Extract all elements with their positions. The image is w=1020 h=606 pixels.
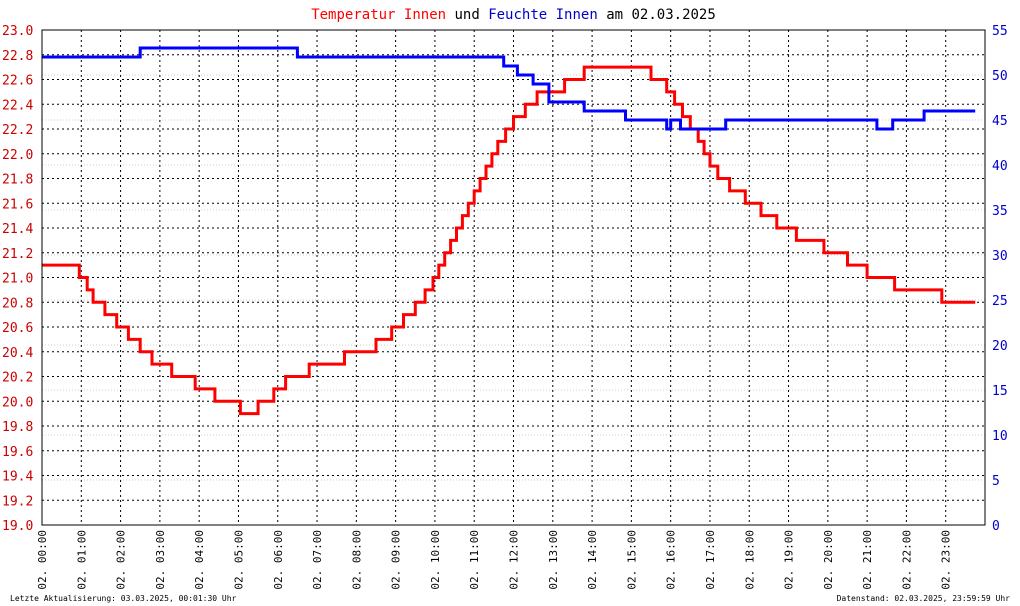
y-right-tick-label: 50: [992, 69, 1008, 84]
x-tick-label: 02. 01:00: [75, 530, 88, 590]
x-tick-label: 02. 16:00: [665, 530, 678, 590]
y-right-tick-label: 45: [992, 114, 1008, 129]
x-tick-label: 02. 23:00: [940, 530, 953, 590]
x-tick-label: 02. 17:00: [704, 530, 717, 590]
y-left-tick-label: 21.4: [2, 222, 33, 237]
y-right-tick-label: 40: [992, 159, 1008, 174]
y-left-tick-label: 20.4: [2, 346, 33, 361]
x-tick-label: 02. 06:00: [272, 530, 285, 590]
y-left-tick-label: 19.2: [2, 494, 33, 509]
y-right-tick-label: 30: [992, 249, 1008, 264]
x-tick-label: 02. 13:00: [547, 530, 560, 590]
y-left-tick-label: 21.0: [2, 272, 33, 287]
x-tick-label: 02. 22:00: [900, 530, 913, 590]
y-left-tick-label: 22.6: [2, 74, 33, 89]
footer-last-update: Letzte Aktualisierung: 03.03.2025, 00:01…: [10, 594, 237, 603]
y-left-tick-label: 20.8: [2, 296, 33, 311]
y-right-tick-label: 15: [992, 384, 1008, 399]
y-right-tick-label: 5: [992, 474, 1000, 489]
x-tick-label: 02. 20:00: [822, 530, 835, 590]
y-right-tick-label: 25: [992, 294, 1008, 309]
x-tick-label: 02. 09:00: [390, 530, 403, 590]
y-left-tick-label: 22.0: [2, 148, 33, 163]
y-right-tick-label: 10: [992, 429, 1008, 444]
series-line-temperature: [42, 65, 976, 416]
y-left-tick-label: 23.0: [2, 24, 33, 39]
y-right-tick-label: 0: [992, 519, 1000, 534]
footer-data-status: Datenstand: 02.03.2025, 23:59:59 Uhr: [837, 594, 1011, 603]
y-left-tick-label: 20.2: [2, 371, 33, 386]
chart-title-part: und: [446, 7, 488, 23]
x-tick-label: 02. 12:00: [508, 530, 521, 590]
x-tick-label: 02. 15:00: [625, 530, 638, 590]
x-tick-label: 02. 11:00: [468, 530, 481, 590]
y-right-tick-label: 20: [992, 339, 1008, 354]
x-tick-label: 02. 21:00: [861, 530, 874, 590]
chart-title-part: Feuchte Innen: [488, 7, 598, 23]
series-layer: [42, 46, 976, 416]
y-axis-right: 0 5 10 15 20 25 30 35 40 45 50 55: [992, 24, 1008, 534]
y-left-tick-label: 19.6: [2, 445, 33, 460]
y-left-tick-label: 21.2: [2, 247, 33, 262]
y-right-tick-label: 55: [992, 24, 1008, 39]
x-tick-label: 02. 03:00: [154, 530, 167, 590]
chart-title: Temperatur Innen und Feuchte Innen am 02…: [311, 7, 716, 23]
x-tick-label: 02. 07:00: [311, 530, 324, 590]
y-left-tick-label: 19.4: [2, 470, 33, 485]
x-tick-label: 02. 04:00: [193, 530, 206, 590]
y-left-tick-label: 20.6: [2, 321, 33, 336]
x-tick-label: 02. 18:00: [743, 530, 756, 590]
chart-title-part: Temperatur Innen: [311, 7, 446, 23]
y-right-tick-label: 35: [992, 204, 1008, 219]
x-tick-label: 02. 08:00: [350, 530, 363, 590]
series-line-humidity: [42, 46, 976, 131]
y-left-tick-label: 22.8: [2, 49, 33, 64]
y-left-tick-label: 22.4: [2, 98, 33, 113]
x-tick-label: 02. 05:00: [232, 530, 245, 590]
x-tick-label: 02. 10:00: [429, 530, 442, 590]
x-tick-label: 02. 19:00: [783, 530, 796, 590]
chart-title-part: am 02.03.2025: [598, 7, 716, 23]
y-left-tick-label: 19.0: [2, 519, 33, 534]
plot-frame: [41, 29, 986, 526]
grid: [41, 29, 985, 526]
y-left-tick-label: 20.0: [2, 395, 33, 410]
x-axis: 02. 00:00 02. 01:00 02. 02:00 02. 03:00 02. …: [36, 530, 953, 590]
x-tick-label: 02. 00:00: [36, 530, 49, 590]
x-tick-label: 02. 02:00: [115, 530, 128, 590]
x-tick-label: 02. 14:00: [586, 530, 599, 590]
y-left-tick-label: 21.6: [2, 197, 33, 212]
y-left-tick-label: 22.2: [2, 123, 33, 138]
y-axis-left: 19.0 19.2 19.4 19.6 19.8 20.0 20.2 20.4 20.6 20.8…: [2, 24, 33, 534]
y-left-tick-label: 19.8: [2, 420, 33, 435]
y-left-tick-label: 21.8: [2, 173, 33, 188]
